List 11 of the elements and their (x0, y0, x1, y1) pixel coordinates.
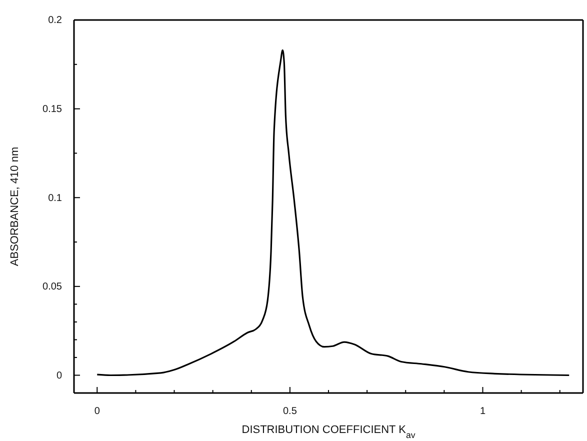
y-tick-label: 0.1 (48, 192, 62, 204)
y-tick-label: 0.15 (42, 104, 62, 116)
x-axis-title: DISTRIBUTION COEFFICIENT K$_{av}$ (242, 424, 416, 440)
x-tick-label: 1 (480, 406, 486, 418)
line-series (96, 49, 570, 376)
y-tick-label: 0.05 (42, 282, 62, 293)
x-tick-label: 0 (94, 406, 100, 418)
y-tick-label: 0 (56, 370, 62, 382)
x-tick-label: 0.5 (282, 406, 298, 418)
y-axis-title: ABSORBANCE, 410 nm (9, 146, 21, 266)
y-tick-label: 0.2 (48, 15, 62, 26)
